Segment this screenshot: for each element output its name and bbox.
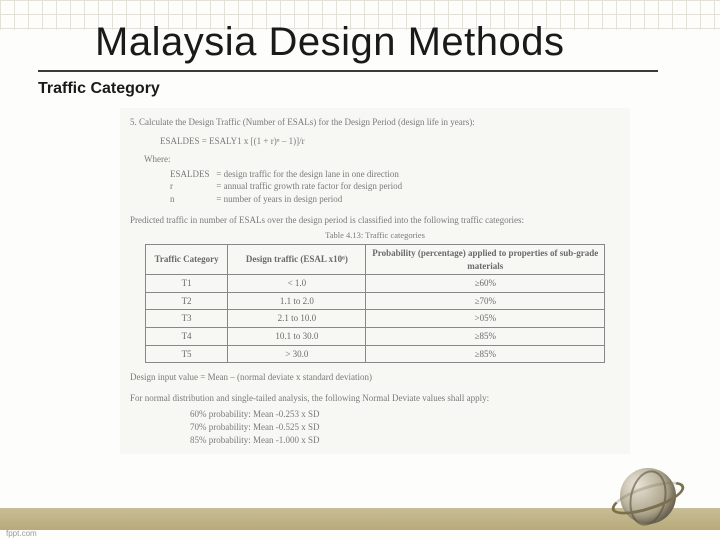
esal-formula: ESALDES = ESALY1 x [(1 + r)ⁿ – 1)]/r	[160, 135, 620, 148]
table-caption: Table 4.13: Traffic categories	[130, 230, 620, 242]
cell: T4	[145, 328, 228, 346]
cell: ≥85%	[366, 328, 605, 346]
definitions: ESALDES = design traffic for the design …	[170, 168, 620, 206]
def-row: n = number of years in design period	[170, 193, 620, 206]
th-category: Traffic Category	[145, 245, 228, 275]
cell: >05%	[366, 310, 605, 328]
step-text: Calculate the Design Traffic (Number of …	[139, 117, 475, 127]
title-underline	[38, 70, 658, 72]
predicted-para: Predicted traffic in number of ESALs ove…	[130, 214, 620, 227]
normal-value-line: 70% probability: Mean -0.525 x SD	[190, 421, 620, 434]
cell: T2	[145, 292, 228, 310]
table-header-row: Traffic Category Design traffic (ESAL x1…	[145, 245, 605, 275]
def-text: = design traffic for the design lane in …	[216, 169, 399, 179]
cell: ≥70%	[366, 292, 605, 310]
cell: 2.1 to 10.0	[228, 310, 366, 328]
cell: ≥85%	[366, 345, 605, 363]
th-design-traffic: Design traffic (ESAL x10⁶)	[228, 245, 366, 275]
table-row: T2 1.1 to 2.0 ≥70%	[145, 292, 605, 310]
step-number: 5.	[130, 117, 137, 127]
cell: > 30.0	[228, 345, 366, 363]
cell: < 1.0	[228, 275, 366, 293]
normal-deviate-values: 60% probability: Mean -0.253 x SD 70% pr…	[190, 408, 620, 446]
step-line: 5. Calculate the Design Traffic (Number …	[130, 116, 620, 129]
def-sym: n	[170, 193, 214, 206]
def-text: = number of years in design period	[216, 194, 342, 204]
table-row: T4 10.1 to 30.0 ≥85%	[145, 328, 605, 346]
document-excerpt: 5. Calculate the Design Traffic (Number …	[120, 108, 630, 454]
design-input-eq: Design input value = Mean – (normal devi…	[130, 371, 620, 384]
th-probability: Probability (percentage) applied to prop…	[366, 245, 605, 275]
cell: T5	[145, 345, 228, 363]
def-row: ESALDES = design traffic for the design …	[170, 168, 620, 181]
def-sym: ESALDES	[170, 168, 214, 181]
normal-value-line: 60% probability: Mean -0.253 x SD	[190, 408, 620, 421]
def-text: = annual traffic growth rate factor for …	[216, 181, 402, 191]
def-row: r = annual traffic growth rate factor fo…	[170, 180, 620, 193]
cell: T3	[145, 310, 228, 328]
normal-intro: For normal distribution and single-taile…	[130, 392, 620, 405]
cell: ≥60%	[366, 275, 605, 293]
table-row: T5 > 30.0 ≥85%	[145, 345, 605, 363]
table-row: T1 < 1.0 ≥60%	[145, 275, 605, 293]
where-label: Where:	[144, 153, 620, 166]
fppt-watermark: fppt.com	[6, 529, 37, 538]
cell: T1	[145, 275, 228, 293]
def-sym: r	[170, 180, 214, 193]
traffic-category-table: Traffic Category Design traffic (ESAL x1…	[145, 244, 606, 363]
slide-title: Malaysia Design Methods	[95, 20, 565, 65]
cell: 10.1 to 30.0	[228, 328, 366, 346]
normal-value-line: 85% probability: Mean -1.000 x SD	[190, 434, 620, 447]
slide-subtitle: Traffic Category	[38, 80, 160, 98]
globe-icon	[612, 460, 684, 532]
table-row: T3 2.1 to 10.0 >05%	[145, 310, 605, 328]
cell: 1.1 to 2.0	[228, 292, 366, 310]
